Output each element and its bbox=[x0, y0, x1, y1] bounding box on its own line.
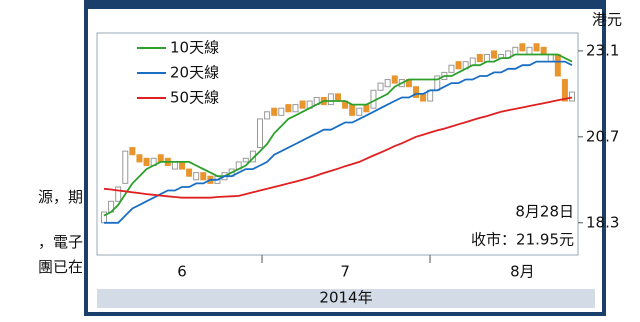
candle bbox=[413, 86, 419, 98]
candle bbox=[143, 157, 150, 166]
candle bbox=[257, 118, 263, 149]
candle bbox=[420, 93, 427, 102]
candle bbox=[115, 186, 122, 202]
candle bbox=[285, 104, 292, 113]
candle bbox=[512, 46, 519, 55]
candle bbox=[526, 46, 533, 55]
candle bbox=[476, 53, 483, 63]
candle bbox=[271, 107, 278, 116]
candle bbox=[356, 107, 363, 116]
x-tick-label: 6 bbox=[177, 263, 187, 281]
candle bbox=[533, 43, 540, 52]
candle bbox=[129, 147, 136, 156]
candle bbox=[186, 168, 193, 177]
candle bbox=[540, 46, 547, 55]
legend-label: 10天線 bbox=[170, 39, 219, 57]
candle bbox=[469, 57, 476, 66]
side-text: 團已在 bbox=[38, 258, 83, 276]
candle bbox=[547, 53, 554, 63]
candle bbox=[349, 104, 356, 116]
plot-area bbox=[96, 32, 579, 256]
candle bbox=[569, 91, 575, 102]
candle bbox=[327, 93, 334, 106]
candle bbox=[278, 107, 285, 116]
side-text: ，電子 bbox=[38, 233, 83, 251]
candle bbox=[292, 104, 299, 113]
title-bar bbox=[86, 0, 604, 9]
candle bbox=[157, 154, 164, 163]
unit-label: 港元 bbox=[592, 11, 622, 29]
year-label: 2014年 bbox=[319, 289, 372, 307]
candle bbox=[299, 100, 306, 109]
ma-line bbox=[103, 53, 573, 217]
candle bbox=[491, 50, 497, 59]
candle bbox=[554, 53, 561, 77]
candle bbox=[242, 157, 249, 163]
candle bbox=[377, 82, 384, 91]
ma-line bbox=[103, 96, 573, 199]
y-tick-label: 20.7 bbox=[586, 127, 619, 145]
legend-label: 20天線 bbox=[170, 64, 219, 82]
candle bbox=[122, 150, 129, 184]
x-tick-label: 7 bbox=[340, 263, 350, 281]
y-tick-label: 18.3 bbox=[586, 213, 619, 231]
candle bbox=[455, 61, 462, 70]
ma-line bbox=[104, 60, 573, 224]
candle bbox=[561, 79, 568, 102]
candle bbox=[101, 211, 107, 224]
candle bbox=[136, 154, 143, 163]
candle bbox=[448, 64, 455, 73]
y-tick-label: 23.1 bbox=[586, 41, 619, 59]
legend-label: 50天線 bbox=[170, 89, 219, 107]
side-text: 源，期 bbox=[38, 188, 83, 206]
candle bbox=[483, 53, 490, 63]
candle bbox=[384, 79, 391, 88]
candle bbox=[335, 93, 341, 102]
candle bbox=[391, 75, 398, 84]
candle bbox=[179, 161, 185, 170]
candle bbox=[193, 172, 200, 181]
year-band bbox=[97, 289, 595, 308]
candle bbox=[519, 43, 526, 52]
annotation: 8月28日 bbox=[515, 203, 574, 221]
candle bbox=[264, 111, 271, 120]
x-tick-label: 8月 bbox=[510, 263, 535, 281]
candle bbox=[363, 104, 370, 113]
candle bbox=[200, 172, 207, 181]
annotation: 收市：21.95元 bbox=[471, 231, 574, 249]
candle bbox=[171, 161, 178, 170]
